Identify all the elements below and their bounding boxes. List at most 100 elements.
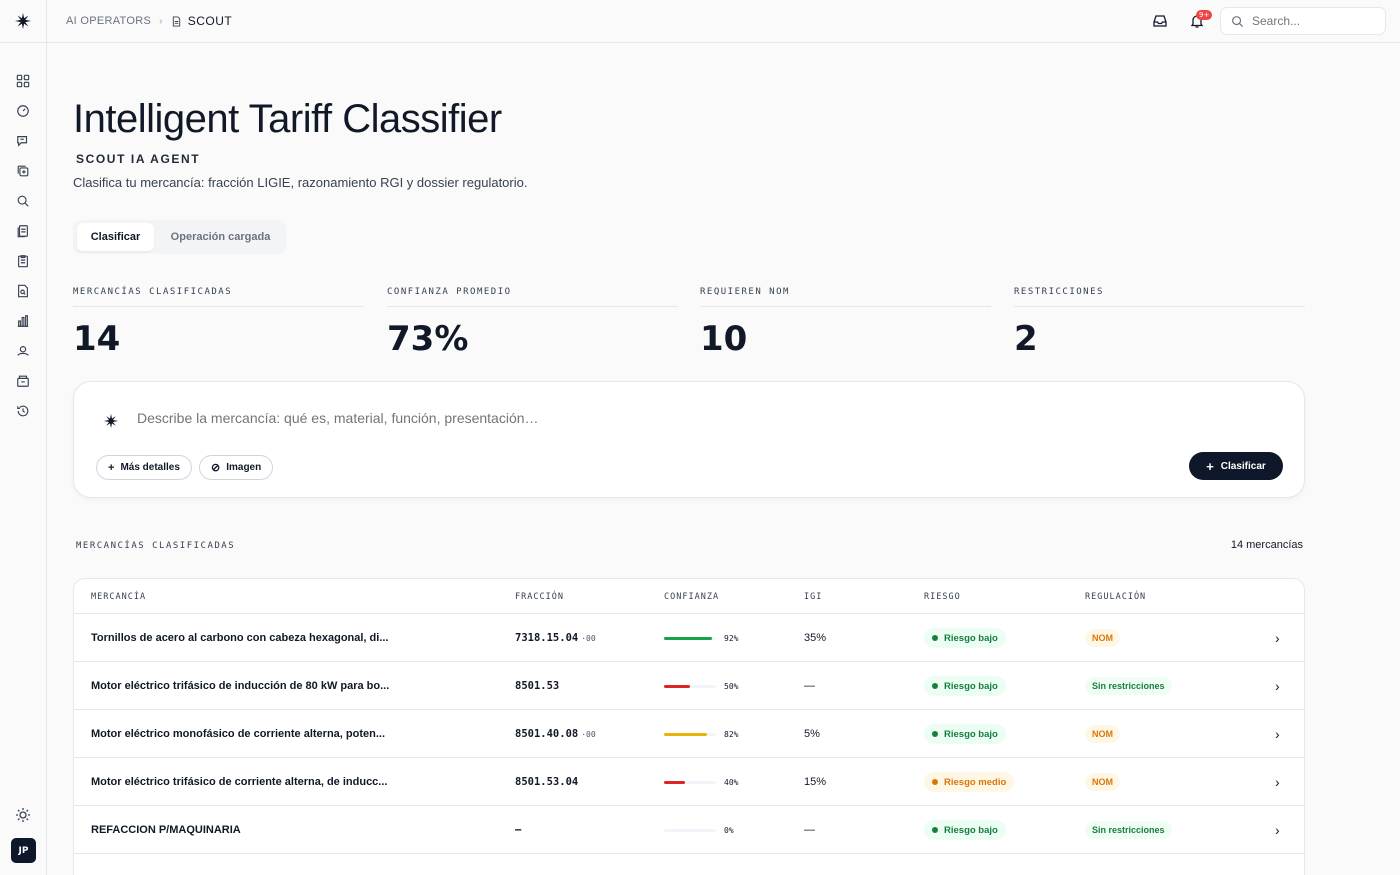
chevron-right-icon[interactable]: › — [1275, 822, 1280, 838]
confidence-bar — [664, 732, 716, 736]
table-row[interactable]: Motor eléctrico trifásico de corriente a… — [74, 758, 1304, 806]
breadcrumb: AI OPERATORS › SCOUT — [66, 14, 232, 28]
sidebar-item-dashboard[interactable] — [14, 72, 32, 90]
sidebar-item-search-doc[interactable] — [14, 192, 32, 210]
table-row[interactable]: Motor eléctrico trifásico de inducción d… — [74, 662, 1304, 710]
confidence-bar-fill — [664, 636, 712, 640]
description-input[interactable] — [137, 410, 1037, 426]
cell-regulacion: Sin restricciones — [1085, 806, 1172, 854]
sidebar-item-file-search[interactable] — [14, 282, 32, 300]
cell-mercancia: REFACCION P/MAQUINARIA — [91, 824, 241, 836]
confidence-bar — [664, 828, 716, 832]
paperclip-icon: ⊘ — [211, 462, 221, 474]
column-header-fraccion[interactable]: FRACCIÓN — [515, 592, 564, 602]
sidebar-item-chat[interactable] — [14, 132, 32, 150]
chevron-right-icon[interactable]: › — [1275, 630, 1280, 646]
stat-value: 73% — [387, 319, 469, 359]
cell-igi: 15% — [804, 776, 827, 788]
fraction-code: — — [515, 824, 522, 836]
document-icon — [172, 15, 180, 27]
cell-riesgo: Riesgo bajo — [924, 614, 1006, 662]
regulation-badge: NOM — [1085, 773, 1120, 791]
chevron-right-icon[interactable]: › — [1275, 774, 1280, 790]
confidence-bar-fill — [664, 684, 690, 688]
sidebar-item-copy-add[interactable] — [14, 162, 32, 180]
chevron-right-icon[interactable]: › — [1275, 726, 1280, 742]
inbox-icon[interactable] — [1152, 13, 1168, 29]
fraction-suffix: ·00 — [581, 633, 596, 643]
column-header-confianza[interactable]: CONFIANZA — [664, 592, 720, 602]
chevron-right-icon[interactable]: › — [1275, 678, 1280, 694]
cell-confianza: 82% — [664, 710, 738, 758]
confidence-bar — [664, 684, 716, 688]
sun-icon[interactable] — [15, 807, 31, 823]
cell-fraccion: 8501.40.08·00 — [515, 710, 596, 758]
column-header-regulacion[interactable]: REGULACIÓN — [1085, 592, 1147, 602]
bar-chart-icon — [17, 315, 29, 327]
risk-badge: Riesgo bajo — [924, 676, 1006, 696]
sidebar-item-agent[interactable] — [14, 342, 32, 360]
cell-igi: 5% — [804, 728, 820, 740]
cell-regulacion: NOM — [1085, 758, 1120, 806]
sidebar-item-history[interactable] — [14, 402, 32, 420]
fraction-code: 8501.40.08 — [515, 728, 579, 740]
search-box[interactable] — [1220, 7, 1386, 35]
stat-value: 10 — [700, 319, 748, 359]
image-button[interactable]: ⊘ Imagen — [199, 455, 274, 480]
chat-icon — [17, 136, 28, 147]
risk-dot-icon — [932, 635, 938, 641]
sidebar-item-bar-chart[interactable] — [14, 312, 32, 330]
fraction-suffix: ·00 — [581, 729, 596, 739]
section-count: 14 mercancías — [1230, 539, 1303, 551]
breadcrumb-separator-icon: › — [159, 15, 163, 27]
column-header-mercancia[interactable]: MERCANCÍA — [91, 592, 147, 602]
classify-composer: + Más detalles ⊘ Imagen + Clasificar — [73, 381, 1305, 498]
cell-regulacion: NOM — [1085, 614, 1120, 662]
confidence-value: 82% — [724, 729, 739, 739]
sidebar-item-packages[interactable] — [14, 372, 32, 390]
sidebar-item-clipboard[interactable] — [14, 252, 32, 270]
sparkle-icon — [103, 413, 119, 429]
more-details-label: Más detalles — [120, 462, 180, 473]
view-tabs: Clasificar Operación cargada — [73, 220, 286, 254]
section-title: MERCANCÍAS CLASIFICADAS — [76, 541, 236, 551]
fraction-code: 8501.53.04 — [515, 776, 579, 788]
documents-icon — [17, 225, 28, 238]
cell-riesgo: Riesgo bajo — [924, 710, 1006, 758]
tab-operacion-cargada[interactable]: Operación cargada — [170, 231, 271, 243]
page-subtitle: SCOUT IA AGENT — [76, 152, 201, 166]
search-input[interactable] — [1252, 14, 1372, 28]
speed-icon — [17, 105, 29, 117]
more-details-button[interactable]: + Más detalles — [96, 455, 192, 480]
avatar[interactable]: JP — [11, 838, 36, 863]
confidence-value: 40% — [724, 777, 739, 787]
logo-icon[interactable] — [14, 12, 32, 30]
tab-clasificar[interactable]: Clasificar — [77, 223, 154, 251]
risk-label: Riesgo bajo — [944, 728, 998, 740]
risk-badge: Riesgo bajo — [924, 724, 1006, 744]
breadcrumb-parent[interactable]: AI OPERATORS — [66, 15, 152, 27]
table-row[interactable]: Tornillos de acero al carbono con cabeza… — [74, 614, 1304, 662]
regulation-badge: NOM — [1085, 725, 1120, 743]
column-header-riesgo[interactable]: RIESGO — [924, 592, 961, 602]
stat-label: RESTRICCIONES — [1014, 287, 1305, 307]
column-header-igi[interactable]: IGI — [804, 592, 823, 602]
sparkle-plus-icon: + — [1206, 458, 1214, 474]
risk-label: Riesgo bajo — [944, 632, 998, 644]
image-label: Imagen — [226, 462, 262, 473]
confidence-value: 92% — [724, 633, 739, 643]
sidebar-item-documents[interactable] — [14, 222, 32, 240]
regulation-badge: NOM — [1085, 629, 1120, 647]
clipboard-icon — [18, 255, 28, 268]
sidebar-item-speed[interactable] — [14, 102, 32, 120]
classify-button[interactable]: + Clasificar — [1189, 452, 1283, 480]
table-row[interactable]: REFACCION P/MAQUINARIA — 0% — Riesgo bajo Sin… — [74, 806, 1304, 854]
table-row[interactable]: Motor eléctrico monofásico de corriente … — [74, 710, 1304, 758]
regulation-badge: Sin restricciones — [1085, 821, 1172, 839]
stat-classified: MERCANCÍAS CLASIFICADAS 14 — [73, 287, 364, 359]
cell-regulacion: NOM — [1085, 710, 1120, 758]
confidence-bar — [664, 636, 716, 640]
cell-fraccion: — — [515, 806, 524, 854]
cell-mercancia: Motor eléctrico monofásico de corriente … — [91, 728, 386, 740]
stat-value: 14 — [73, 319, 121, 359]
